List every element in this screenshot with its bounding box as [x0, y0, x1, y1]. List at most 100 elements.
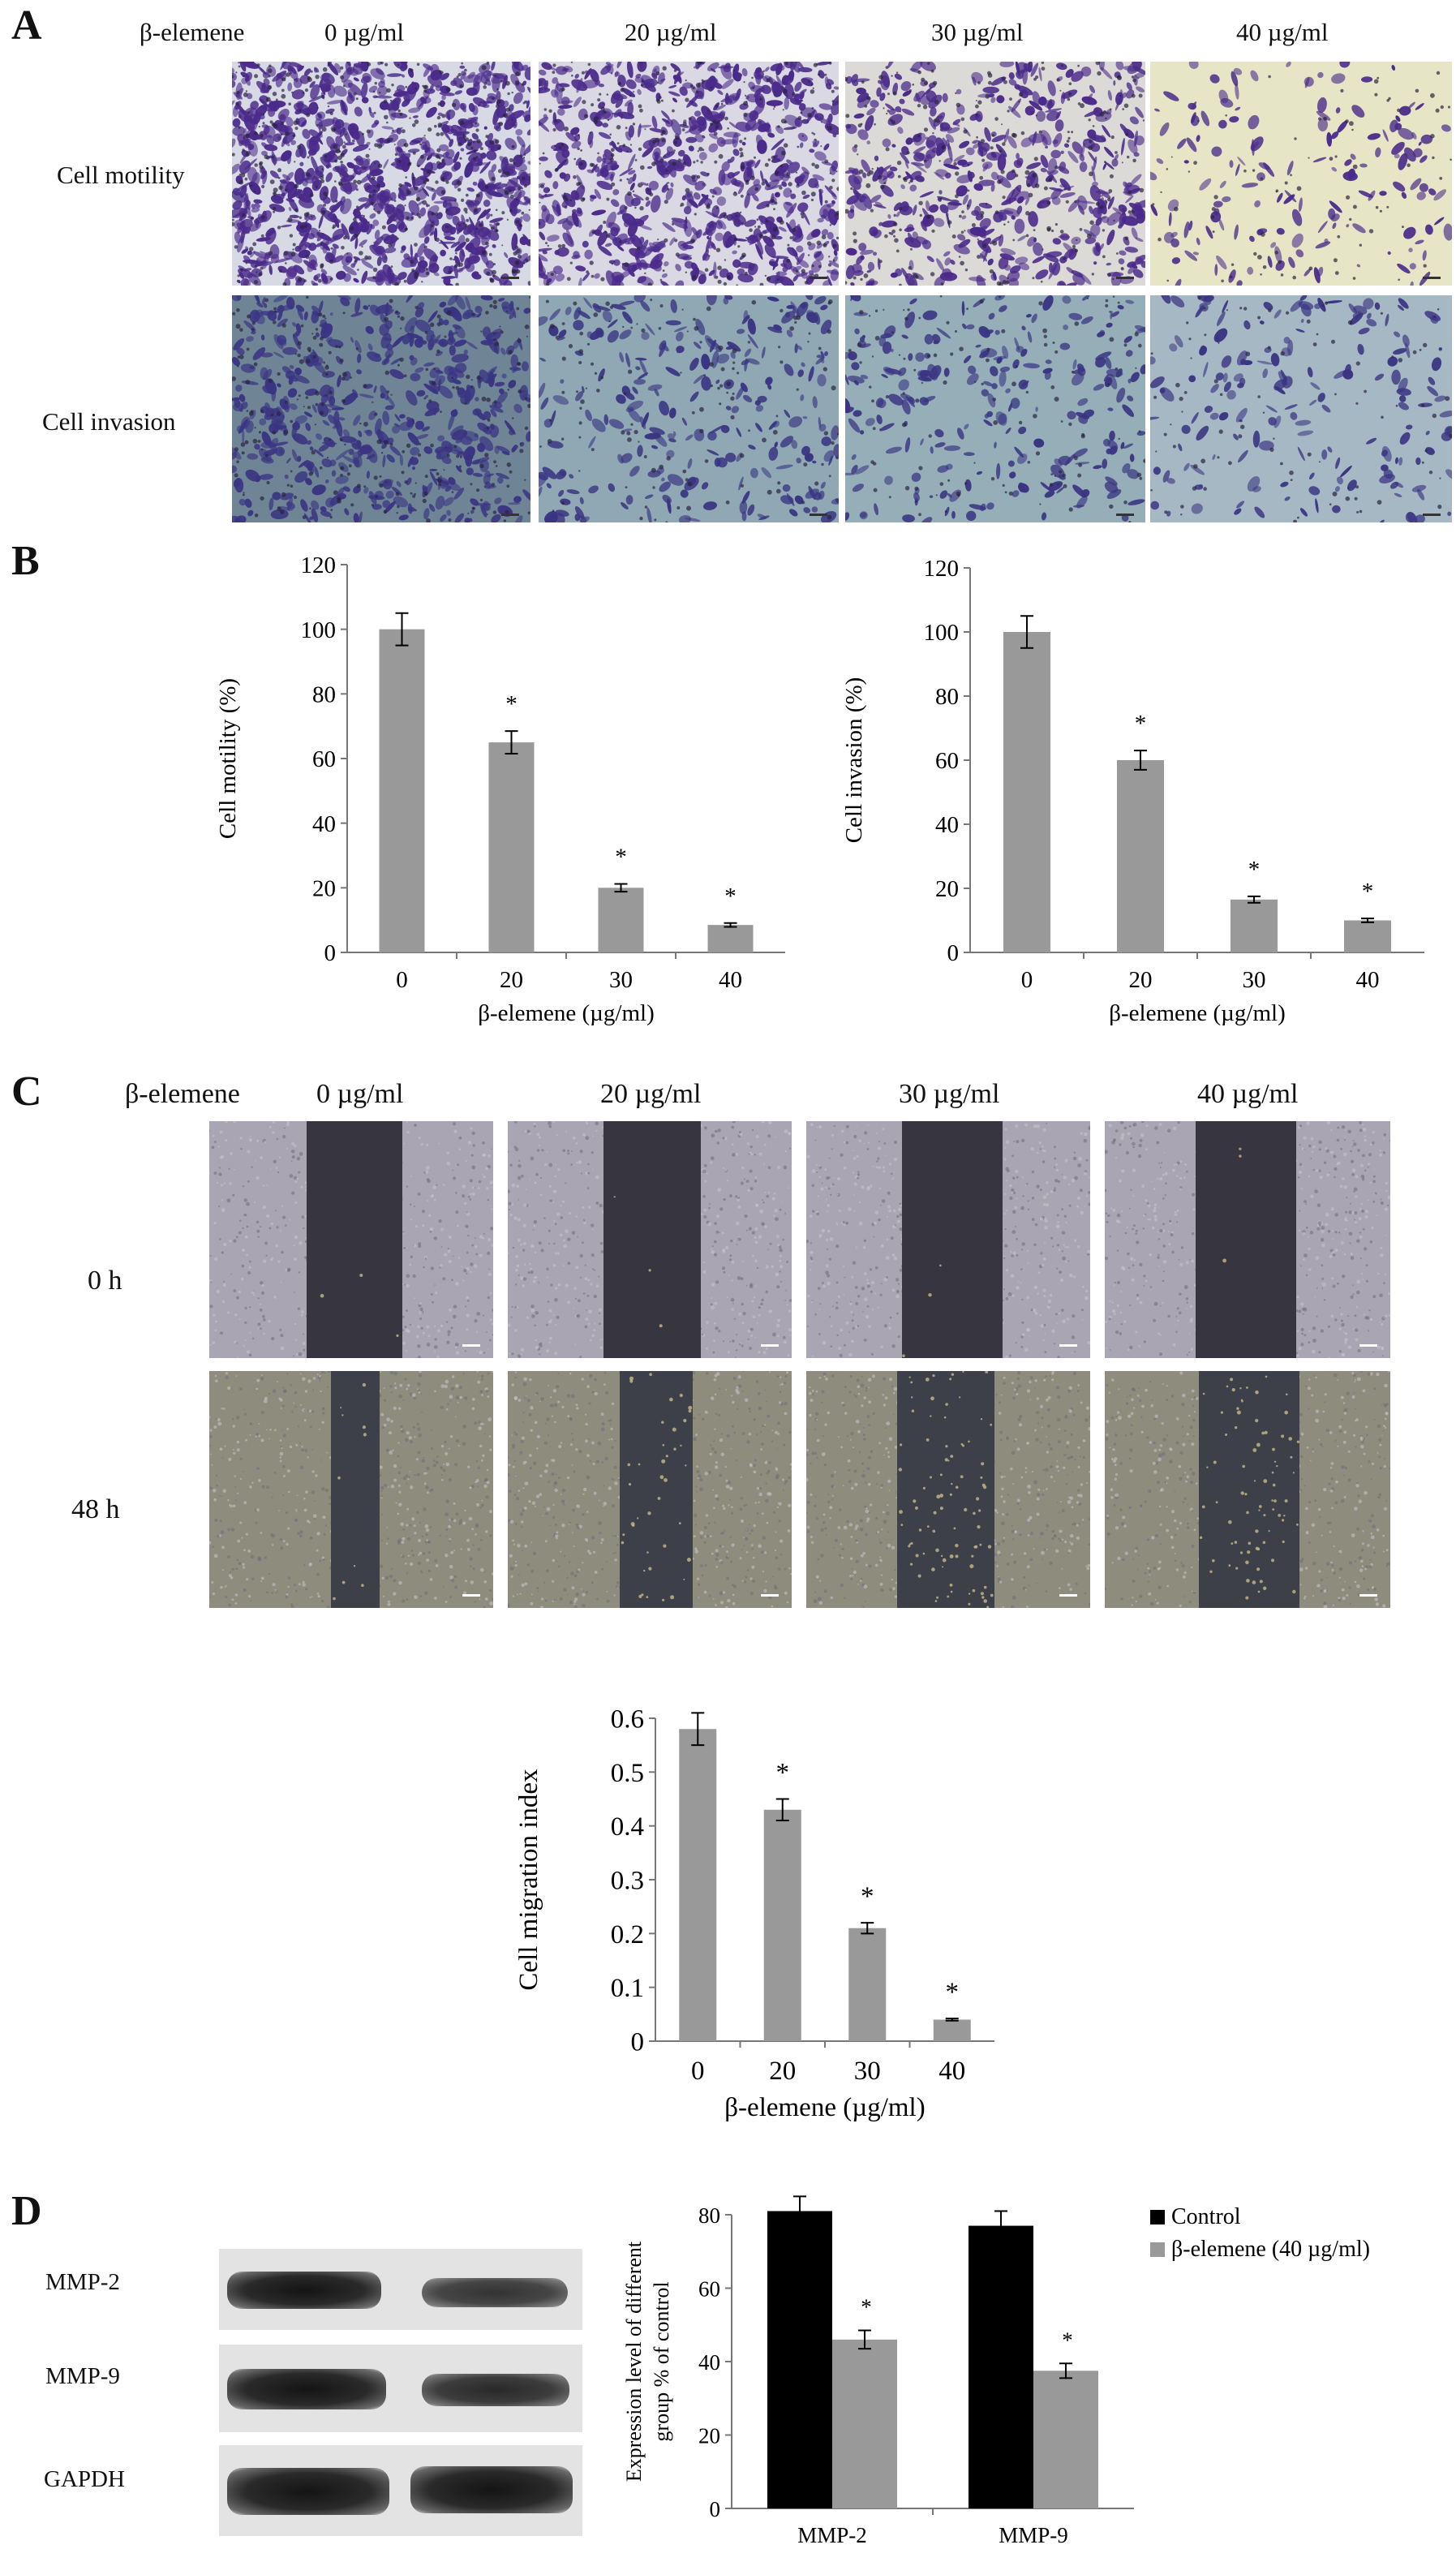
y-tick-label: 80: [312, 681, 336, 707]
bar: [598, 888, 644, 952]
y-tick-label: 100: [301, 617, 337, 643]
y-tick-label: 0.3: [611, 1867, 644, 1896]
panel-c-treatment-label: β-elemene: [125, 1079, 240, 1109]
bar: [763, 1809, 801, 2041]
legend-swatch: [1150, 2210, 1165, 2224]
wound-healing-image-0h: [508, 1121, 792, 1358]
y-tick-label: 40: [935, 812, 959, 838]
blot-label-mmp2: MMP-2: [45, 2269, 120, 2295]
x-axis-label: β-elemene (µg/ml): [724, 2093, 925, 2122]
panel-a-dose-30: 30 µg/ml: [931, 18, 1024, 46]
micrograph-cell-motility: [1150, 62, 1452, 286]
significance-marker: *: [505, 691, 518, 717]
western-blot-gapdh: [219, 2445, 582, 2536]
x-tick-label: 20: [500, 967, 523, 993]
scale-bar: [1359, 1594, 1377, 1597]
panel-a-treatment-label: β-elemene: [140, 18, 245, 46]
wound-healing-image-48h: [508, 1371, 792, 1608]
y-tick-label: 20: [698, 2424, 720, 2448]
x-tick-label: MMP-2: [797, 2523, 867, 2547]
scale-bar: [761, 1594, 779, 1597]
wound-healing-image-48h: [209, 1371, 493, 1608]
wound-healing-image-0h: [209, 1121, 493, 1358]
legend-swatch: [1150, 2242, 1165, 2257]
y-tick-label: 40: [312, 811, 336, 837]
significance-marker: *: [1362, 879, 1374, 905]
x-tick-label: 40: [938, 2057, 965, 2086]
y-tick-label: 80: [698, 2203, 720, 2228]
panel-letter-b: B: [11, 538, 40, 584]
scale-bar: [1059, 1594, 1077, 1597]
bar: [379, 629, 425, 952]
panel-letter-a: A: [11, 2, 42, 49]
bar: [488, 742, 535, 952]
y-tick-label: 20: [935, 876, 959, 902]
scale-bar: [1359, 1344, 1377, 1347]
y-axis-label: Cell motility (%): [215, 678, 241, 839]
x-tick-label: 30: [1243, 967, 1266, 993]
scale-bar: [501, 514, 519, 516]
bar: [1117, 760, 1164, 952]
y-tick-label: 120: [301, 552, 337, 578]
bar: [1231, 899, 1278, 952]
bar: [848, 1928, 887, 2041]
panel-letter-c: C: [11, 1068, 42, 1115]
y-tick-label: 0: [324, 940, 337, 966]
y-axis-label: Expression level of different: [622, 2241, 646, 2482]
panel-a-dose-40: 40 µg/ml: [1236, 18, 1329, 46]
panel-letter-d: D: [11, 2188, 42, 2234]
scale-bar: [462, 1344, 480, 1347]
scale-bar: [810, 277, 827, 279]
bar: [1003, 632, 1050, 952]
scale-bar: [1423, 277, 1441, 279]
bar: [1033, 2371, 1098, 2508]
micrograph-cell-motility: [845, 62, 1145, 286]
blot-band: [410, 2466, 573, 2513]
micrograph-cell-invasion: [845, 295, 1145, 522]
panel-a-dose-20: 20 µg/ml: [625, 18, 717, 46]
y-tick-label: 120: [924, 556, 960, 582]
wound-healing-image-48h: [806, 1371, 1090, 1608]
blot-band: [422, 2374, 569, 2406]
y-tick-label: 60: [312, 746, 336, 772]
y-tick-label: 20: [312, 875, 336, 901]
micrograph-cell-invasion: [539, 295, 839, 522]
x-tick-label: 0: [1021, 967, 1033, 993]
y-tick-label: 0.4: [611, 1812, 644, 1842]
panel-c-dose-0: 0 µg/ml: [316, 1079, 404, 1109]
x-tick-label: MMP-9: [999, 2523, 1068, 2547]
y-tick-label: 0.2: [611, 1920, 644, 1949]
blot-band: [227, 2468, 389, 2515]
y-tick-label: 0.5: [611, 1759, 644, 1788]
y-tick-label: 60: [935, 748, 959, 774]
y-axis-label: Cell migration index: [514, 1769, 543, 1991]
scale-bar: [501, 277, 519, 279]
bar: [832, 2339, 897, 2508]
panel-c-row-label-48h: 48 h: [71, 1494, 120, 1524]
x-tick-label: 0: [691, 2057, 705, 2086]
micrograph-cell-invasion: [232, 295, 530, 522]
significance-marker: *: [946, 1978, 960, 2007]
western-blot-mmp9: [219, 2345, 582, 2432]
scale-bar: [1423, 514, 1441, 516]
panel-c-dose-30: 30 µg/ml: [899, 1079, 1000, 1109]
y-tick-label: 0.1: [611, 1974, 644, 2003]
x-axis-label: β-elemene (µg/ml): [478, 1000, 654, 1026]
micrograph-cell-invasion: [1150, 295, 1452, 522]
x-tick-label: 20: [1129, 967, 1153, 993]
bar: [679, 1729, 717, 2041]
y-tick-label: 60: [698, 2277, 720, 2302]
bar: [707, 925, 754, 952]
scale-bar: [810, 514, 827, 516]
blot-band: [422, 2278, 568, 2307]
bar: [767, 2211, 832, 2508]
scale-bar: [1059, 1344, 1077, 1347]
blot-band: [227, 2369, 386, 2409]
y-axis-label: Cell invasion (%): [841, 677, 867, 844]
wound-healing-image-48h: [1105, 1371, 1390, 1608]
y-tick-label: 0.6: [611, 1705, 644, 1734]
x-tick-label: 30: [854, 2057, 881, 2086]
significance-marker: *: [776, 1759, 790, 1788]
y-axis-label: group % of control: [650, 2281, 673, 2441]
scale-bar: [462, 1594, 480, 1597]
